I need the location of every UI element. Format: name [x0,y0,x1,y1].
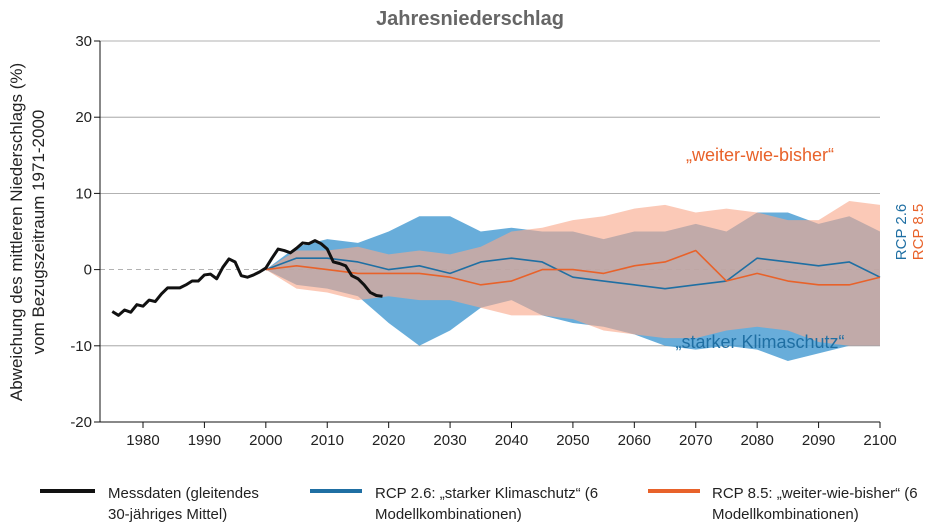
annotation: RCP 2.6 [893,204,910,260]
x-tick-label: 2080 [740,432,773,449]
series-line [265,249,881,286]
series-line [265,257,881,290]
x-tick-label: 2060 [618,432,651,449]
annotation: RCP 8.5 [910,204,927,260]
legend-label: RCP 8.5: „weiter-wie-bisher“ (6 Modellko… [712,485,918,522]
chart-title: Jahresniederschlag [376,8,564,30]
legend-label: Messdaten (gleitendes 30-jähriges Mittel… [108,485,259,522]
x-tick-label: 2010 [311,432,344,449]
annotation: „weiter-wie-bisher“ [686,145,834,165]
y-tick-label: 10 [75,185,92,202]
band [265,201,880,346]
x-tick-label: 1990 [188,432,221,449]
y-axis-label: Abweichung des mittleren Niederschlags (… [7,63,26,401]
chart: Jahresniederschlag Abweichung des mittle… [7,8,927,449]
x-tick-label: 2050 [556,432,589,449]
x-tick-label: 2100 [863,432,896,449]
y-tick-label: 0 [84,262,92,279]
y-tick-label: 30 [75,33,92,50]
series-line [111,239,383,317]
x-tick-label: 2040 [495,432,528,449]
x-tick-label: 2020 [372,432,405,449]
legend-swatch [648,489,700,493]
x-tick-label: 2030 [433,432,466,449]
y-tick-label: -10 [70,338,92,355]
x-tick-label: 2090 [802,432,835,449]
y-tick-label: -20 [70,414,92,431]
x-tick-label: 2000 [249,432,282,449]
y-axis-label: vom Bezugszeitraum 1971-2000 [29,110,48,355]
y-tick-label: 20 [75,109,92,126]
x-tick-label: 1980 [126,432,159,449]
annotation: „starker Klimaschutz“ [675,332,844,352]
legend-swatch [40,489,95,493]
legend-swatch [310,489,362,493]
legend-label: RCP 2.6: „starker Klimaschutz“ (6 Modell… [375,485,599,522]
x-tick-label: 2070 [679,432,712,449]
